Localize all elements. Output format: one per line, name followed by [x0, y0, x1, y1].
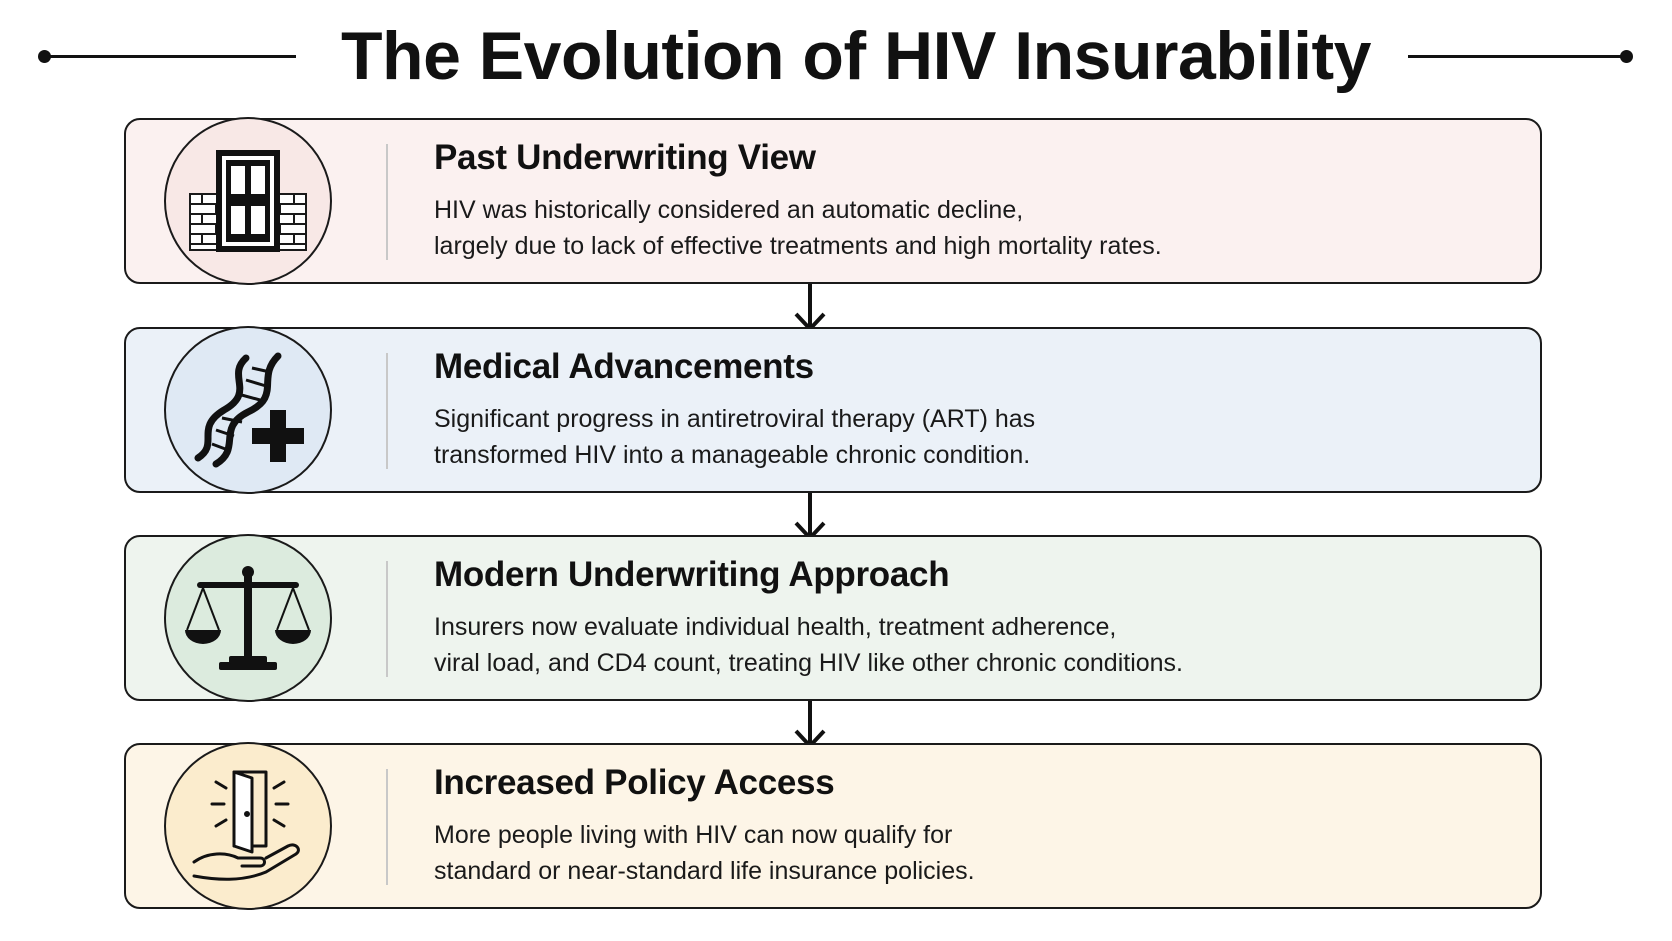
- dna-plus-icon: [164, 326, 332, 494]
- title-rule-right: [1408, 55, 1626, 58]
- stage-description-line: transformed HIV into a manageable chroni…: [434, 441, 1031, 469]
- stage-title: Increased Policy Access: [434, 763, 835, 802]
- stage-description-line: largely due to lack of effective treatme…: [434, 232, 1162, 260]
- card-divider: [386, 561, 388, 677]
- open-door-hand-icon: [164, 742, 332, 910]
- header: The Evolution of HIV Insurability: [0, 0, 1672, 115]
- stage-description: Significant progress in antiretroviral t…: [434, 401, 1514, 473]
- stage-description-line: HIV was historically considered an autom…: [434, 196, 1024, 224]
- stage-description-line: Insurers now evaluate individual health,…: [434, 613, 1117, 641]
- stage-title: Past Underwriting View: [434, 138, 816, 177]
- stage-description-line: Significant progress in antiretroviral t…: [434, 405, 1036, 433]
- stage-description-line: viral load, and CD4 count, treating HIV …: [434, 649, 1183, 677]
- stage-description-line: More people living with HIV can now qual…: [434, 821, 953, 849]
- card-divider: [386, 144, 388, 260]
- balance-scale-icon: [164, 534, 332, 702]
- stage-card-modern-underwriting: Modern Underwriting Approach Insurers no…: [124, 534, 1542, 702]
- stage-card-medical-advancements: Medical Advancements Significant progres…: [124, 326, 1542, 494]
- stage-description: HIV was historically considered an autom…: [434, 192, 1514, 264]
- title-rule-right-dot: [1620, 50, 1633, 63]
- page-title: The Evolution of HIV Insurability: [341, 18, 1372, 94]
- stage-card-past-underwriting: Past Underwriting View HIV was historica…: [124, 117, 1542, 285]
- stage-card-increased-access: Increased Policy Access More people livi…: [124, 742, 1542, 910]
- stage-title: Modern Underwriting Approach: [434, 555, 950, 594]
- card-divider: [386, 353, 388, 469]
- stage-description-line: standard or near-standard life insurance…: [434, 857, 975, 885]
- blocked-door-icon: [164, 117, 332, 285]
- stage-description: More people living with HIV can now qual…: [434, 817, 1514, 889]
- title-rule-left: [44, 55, 296, 58]
- stage-description: Insurers now evaluate individual health,…: [434, 609, 1514, 681]
- stage-title: Medical Advancements: [434, 347, 814, 386]
- card-divider: [386, 769, 388, 885]
